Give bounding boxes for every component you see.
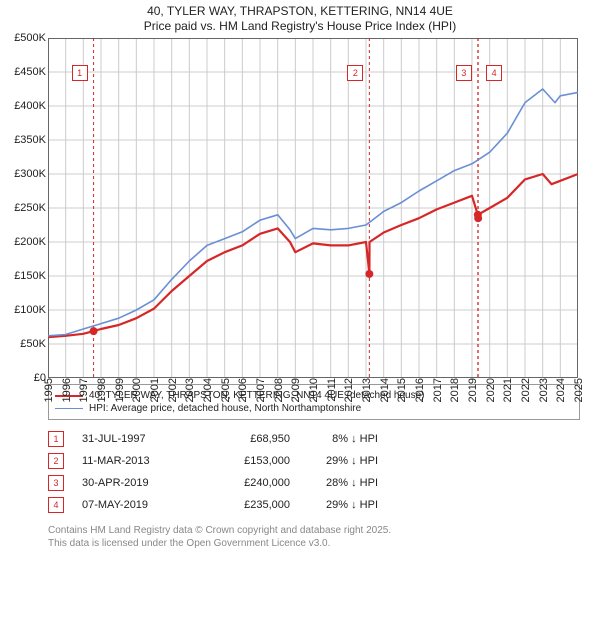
y-tick-label: £100K [14, 304, 48, 316]
transaction-row: 1 31-JUL-1997 £68,950 8% ↓ HPI [48, 428, 580, 450]
x-tick-label: 2014 [377, 378, 391, 402]
transaction-row: 3 30-APR-2019 £240,000 28% ↓ HPI [48, 472, 580, 494]
chart-title: 40, TYLER WAY, THRAPSTON, KETTERING, NN1… [0, 0, 600, 34]
x-tick-label: 1996 [59, 378, 73, 402]
x-tick-label: 2013 [359, 378, 373, 402]
x-tick-label: 2024 [553, 378, 567, 402]
sale-marker: 1 [72, 65, 88, 81]
attribution-line-1: Contains HM Land Registry data © Crown c… [48, 524, 580, 537]
transaction-price: £235,000 [200, 499, 290, 511]
transaction-diff: 28% ↓ HPI [308, 477, 378, 489]
transaction-diff: 29% ↓ HPI [308, 499, 378, 511]
x-tick-label: 2012 [341, 378, 355, 402]
x-tick-label: 1995 [41, 378, 55, 402]
y-tick-label: £50K [20, 338, 48, 350]
title-line-1: 40, TYLER WAY, THRAPSTON, KETTERING, NN1… [0, 4, 600, 19]
y-tick-label: £350K [14, 134, 48, 146]
y-tick-label: £400K [14, 100, 48, 112]
legend-item: HPI: Average price, detached house, Nort… [55, 402, 573, 415]
transaction-marker: 2 [48, 453, 64, 469]
transaction-date: 30-APR-2019 [82, 477, 182, 489]
transaction-marker: 4 [48, 497, 64, 513]
transaction-date: 11-MAR-2013 [82, 455, 182, 467]
price-chart: £0£50K£100K£150K£200K£250K£300K£350K£400… [48, 38, 578, 378]
x-tick-label: 2018 [447, 378, 461, 402]
x-tick-label: 2001 [147, 378, 161, 402]
attribution-line-2: This data is licensed under the Open Gov… [48, 537, 580, 550]
x-tick-label: 2000 [129, 378, 143, 402]
sale-marker: 4 [486, 65, 502, 81]
x-tick-label: 2020 [483, 378, 497, 402]
transaction-date: 07-MAY-2019 [82, 499, 182, 511]
title-line-2: Price paid vs. HM Land Registry's House … [0, 19, 600, 34]
x-tick-label: 2017 [430, 378, 444, 402]
x-tick-label: 2015 [394, 378, 408, 402]
x-tick-label: 2007 [253, 378, 267, 402]
transaction-row: 4 07-MAY-2019 £235,000 29% ↓ HPI [48, 494, 580, 516]
chart-svg [48, 38, 578, 378]
legend-swatch [55, 408, 83, 409]
x-tick-label: 2009 [288, 378, 302, 402]
x-tick-label: 2016 [412, 378, 426, 402]
transactions-table: 1 31-JUL-1997 £68,950 8% ↓ HPI 2 11-MAR-2013 £… [48, 428, 580, 516]
transaction-diff: 8% ↓ HPI [308, 433, 378, 445]
y-tick-label: £150K [14, 270, 48, 282]
transaction-marker: 3 [48, 475, 64, 491]
x-tick-label: 2002 [165, 378, 179, 402]
y-tick-label: £300K [14, 168, 48, 180]
x-tick-label: 2004 [200, 378, 214, 402]
transaction-row: 2 11-MAR-2013 £153,000 29% ↓ HPI [48, 450, 580, 472]
x-tick-label: 1997 [76, 378, 90, 402]
x-tick-label: 2025 [571, 378, 585, 402]
x-tick-label: 2006 [235, 378, 249, 402]
x-tick-label: 2019 [465, 378, 479, 402]
transaction-price: £240,000 [200, 477, 290, 489]
legend-label: HPI: Average price, detached house, Nort… [89, 403, 361, 414]
x-tick-label: 2005 [218, 378, 232, 402]
transaction-marker: 1 [48, 431, 64, 447]
x-tick-label: 2023 [536, 378, 550, 402]
y-tick-label: £200K [14, 236, 48, 248]
x-tick-label: 2010 [306, 378, 320, 402]
transaction-price: £68,950 [200, 433, 290, 445]
sale-marker: 2 [347, 65, 363, 81]
attribution: Contains HM Land Registry data © Crown c… [48, 524, 580, 550]
x-tick-label: 2022 [518, 378, 532, 402]
y-tick-label: £500K [14, 32, 48, 44]
transaction-date: 31-JUL-1997 [82, 433, 182, 445]
x-tick-label: 2008 [271, 378, 285, 402]
x-tick-label: 2003 [182, 378, 196, 402]
x-tick-label: 2021 [500, 378, 514, 402]
transaction-price: £153,000 [200, 455, 290, 467]
x-tick-label: 2011 [324, 378, 338, 402]
x-tick-label: 1999 [112, 378, 126, 402]
x-tick-label: 1998 [94, 378, 108, 402]
sale-marker: 3 [456, 65, 472, 81]
y-tick-label: £250K [14, 202, 48, 214]
transaction-diff: 29% ↓ HPI [308, 455, 378, 467]
y-tick-label: £450K [14, 66, 48, 78]
